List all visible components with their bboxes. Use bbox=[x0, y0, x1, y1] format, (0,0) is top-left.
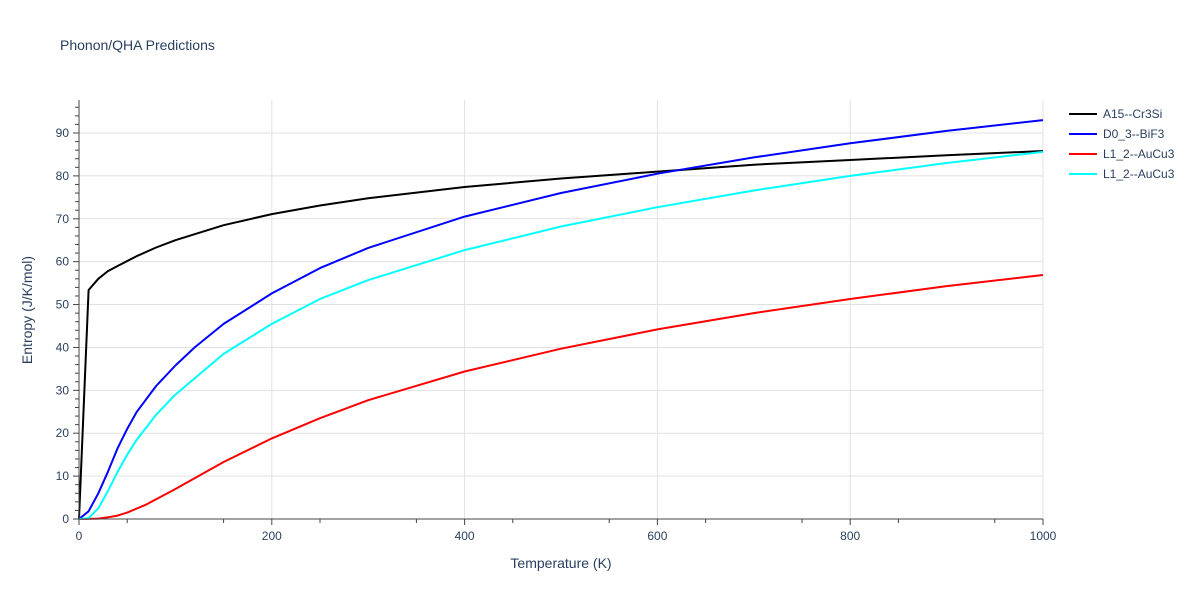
series-line-1 bbox=[78, 119, 1044, 520]
series-line-3 bbox=[78, 150, 1044, 520]
legend-label: L1_2--AuCu3 bbox=[1103, 147, 1175, 161]
y-tick-label: 0 bbox=[62, 512, 69, 526]
x-tick-label: 0 bbox=[76, 529, 83, 543]
y-tick-label: 50 bbox=[56, 298, 70, 312]
y-tick-label: 70 bbox=[56, 212, 70, 226]
axes: 0 200 400 600 800 1000 0 10 20 30 40 50 60 70 80 90 bbox=[56, 100, 1057, 543]
y-tick-label: 10 bbox=[56, 469, 70, 483]
series-line-0 bbox=[78, 150, 1044, 520]
y-tick-label: 80 bbox=[56, 169, 70, 183]
legend-label: A15--Cr3Si bbox=[1103, 107, 1162, 121]
chart-title: Phonon/QHA Predictions bbox=[60, 37, 215, 53]
x-tick-label: 600 bbox=[647, 529, 667, 543]
x-tick-label: 800 bbox=[840, 529, 860, 543]
legend-item-1[interactable]: D0_3--BiF3 bbox=[1069, 127, 1165, 141]
legend-item-2[interactable]: L1_2--AuCu3 bbox=[1069, 147, 1175, 161]
grid bbox=[79, 100, 1044, 519]
x-tick-label: 200 bbox=[262, 529, 282, 543]
x-axis-label: Temperature (K) bbox=[510, 555, 611, 571]
y-tick-label: 90 bbox=[56, 126, 70, 140]
y-tick-label: 20 bbox=[56, 426, 70, 440]
x-tick-label: 1000 bbox=[1030, 529, 1057, 543]
legend[interactable]: A15--Cr3Si D0_3--BiF3 L1_2--AuCu3 L1_2--AuC… bbox=[1069, 107, 1175, 181]
legend-item-0[interactable]: A15--Cr3Si bbox=[1069, 107, 1162, 121]
series-group bbox=[78, 119, 1044, 520]
y-tick-label: 30 bbox=[56, 383, 70, 397]
legend-item-3[interactable]: L1_2--AuCu3 bbox=[1069, 167, 1175, 181]
x-tick-label: 400 bbox=[455, 529, 475, 543]
legend-label: D0_3--BiF3 bbox=[1103, 127, 1165, 141]
legend-label: L1_2--AuCu3 bbox=[1103, 167, 1175, 181]
y-axis-label: Entropy (J/K/mol) bbox=[19, 256, 35, 364]
series-line-2 bbox=[78, 274, 1044, 520]
y-tick-label: 60 bbox=[56, 255, 70, 269]
y-tick-label: 40 bbox=[56, 340, 70, 354]
